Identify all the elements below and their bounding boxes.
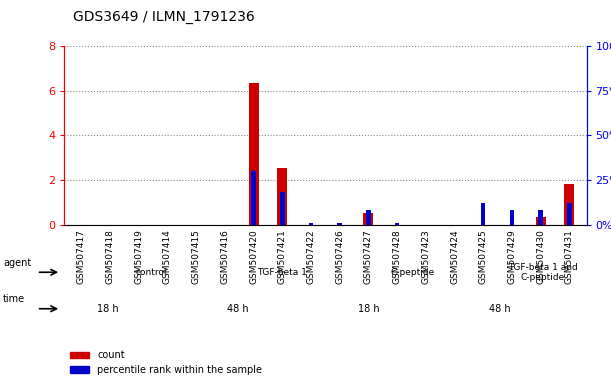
Text: 48 h: 48 h [489, 304, 510, 314]
Bar [280, 192, 285, 225]
Bar [567, 203, 572, 225]
Text: control: control [136, 268, 167, 277]
Bar [309, 223, 313, 225]
Bar [395, 223, 400, 225]
Bar [251, 171, 256, 225]
Text: C-peptide: C-peptide [390, 268, 434, 277]
Bar [538, 210, 543, 225]
Bar [366, 210, 371, 225]
Text: time: time [3, 294, 25, 304]
Text: 18 h: 18 h [97, 304, 119, 314]
Bar [565, 184, 574, 225]
Bar [364, 214, 373, 225]
Bar [337, 223, 342, 225]
Text: TGF-beta 1 and
C-peptide: TGF-beta 1 and C-peptide [508, 263, 578, 282]
Text: 18 h: 18 h [358, 304, 379, 314]
Text: TGF-beta 1: TGF-beta 1 [257, 268, 307, 277]
Text: GDS3649 / ILMN_1791236: GDS3649 / ILMN_1791236 [73, 10, 255, 23]
Text: agent: agent [3, 258, 31, 268]
Bar [510, 210, 514, 225]
Bar [249, 83, 258, 225]
Bar [481, 203, 486, 225]
Legend: count, percentile rank within the sample: count, percentile rank within the sample [66, 346, 266, 379]
Text: 48 h: 48 h [227, 304, 249, 314]
Bar [277, 168, 287, 225]
Bar [536, 217, 546, 225]
